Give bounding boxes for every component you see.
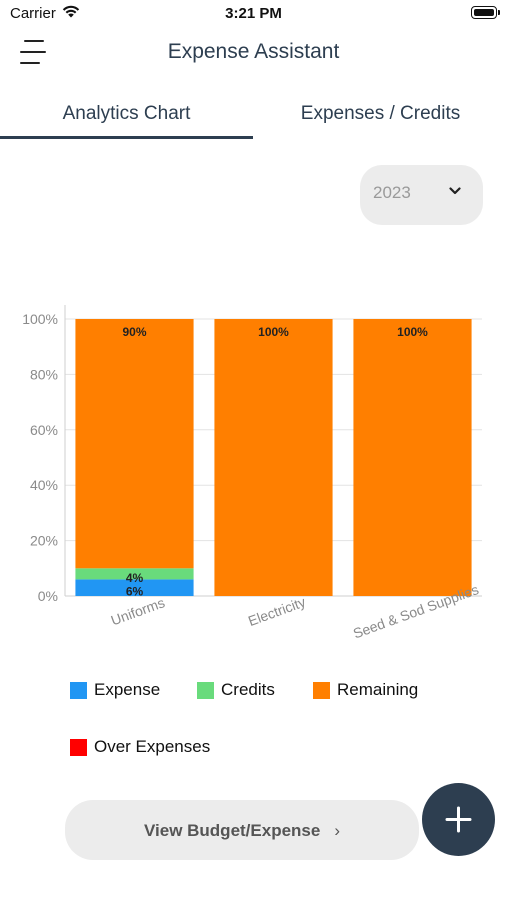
legend-label-over-expenses: Over Expenses bbox=[94, 737, 211, 756]
x-category-label: Uniforms bbox=[109, 594, 167, 628]
legend-swatch-credits bbox=[197, 682, 214, 699]
legend-label-expense: Expense bbox=[94, 680, 161, 699]
bar-segment-remaining bbox=[214, 319, 333, 596]
data-label-remaining: 100% bbox=[258, 325, 289, 339]
tab-expenses-credits[interactable]: Expenses / Credits bbox=[300, 103, 461, 124]
wifi-icon bbox=[62, 5, 80, 18]
legend-label-remaining: Remaining bbox=[337, 680, 419, 699]
status-bar: Carrier 3:21 PM bbox=[0, 0, 507, 30]
x-category-label: Electricity bbox=[246, 594, 308, 630]
year-select[interactable]: 2023 bbox=[360, 165, 483, 225]
add-button[interactable] bbox=[422, 783, 495, 856]
analytics-chart: 0% 20% 40% 60% 80% 100% 6%4% 90% Uniforms 100% Ele… bbox=[22, 305, 482, 641]
plus-icon bbox=[445, 806, 472, 833]
y-tick-label: 0% bbox=[38, 588, 58, 604]
battery-icon bbox=[471, 6, 500, 19]
view-budget-expense-button[interactable]: View Budget/Expense › bbox=[65, 800, 419, 860]
data-label-credits: 4% bbox=[126, 571, 144, 585]
chevron-down-icon bbox=[449, 187, 461, 195]
data-label-expense: 6% bbox=[126, 585, 144, 599]
y-tick-label: 20% bbox=[30, 533, 58, 549]
year-select-value: 2023 bbox=[373, 183, 411, 202]
carrier-label: Carrier bbox=[10, 5, 56, 22]
y-tick-label: 80% bbox=[30, 366, 58, 382]
data-label-remaining: 90% bbox=[122, 325, 146, 339]
tab-bar: Analytics Chart Expenses / Credits bbox=[0, 96, 507, 142]
hamburger-menu-icon[interactable] bbox=[20, 38, 48, 66]
bar-segment-remaining bbox=[353, 319, 472, 596]
y-tick-label: 100% bbox=[22, 311, 58, 327]
y-tick-label: 40% bbox=[30, 477, 58, 493]
chevron-right-icon: › bbox=[334, 821, 341, 840]
legend-swatch-over-expenses bbox=[70, 739, 87, 756]
bar-segment-expense bbox=[75, 579, 194, 596]
bar-segment-remaining bbox=[75, 319, 194, 569]
active-tab-indicator bbox=[0, 136, 253, 139]
legend-swatch-expense bbox=[70, 682, 87, 699]
legend-swatch-remaining bbox=[313, 682, 330, 699]
bar-segment-credits bbox=[75, 568, 194, 580]
y-tick-label: 60% bbox=[30, 422, 58, 438]
page-title: Expense Assistant bbox=[167, 40, 340, 63]
clock: 3:21 PM bbox=[225, 5, 282, 22]
data-label-remaining: 100% bbox=[397, 325, 428, 339]
legend-label-credits: Credits bbox=[221, 680, 275, 699]
view-budget-expense-label: View Budget/Expense bbox=[143, 821, 321, 840]
tab-analytics-chart[interactable]: Analytics Chart bbox=[62, 103, 191, 124]
